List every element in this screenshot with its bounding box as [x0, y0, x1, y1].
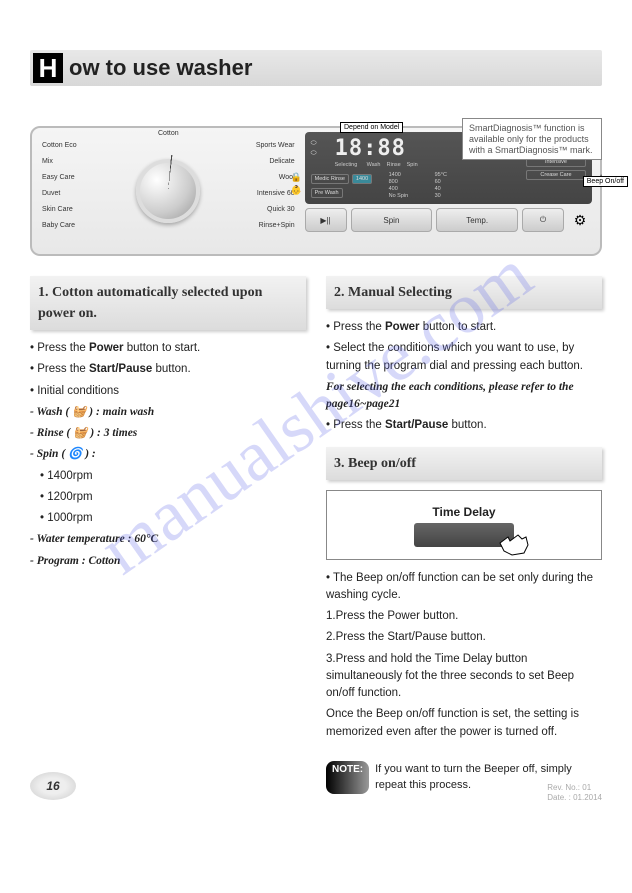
s1-b1-bold: Power — [89, 342, 124, 354]
column-left: 1. Cotton automatically selected upon po… — [30, 276, 306, 794]
s3-p3: 2.Press the Start/Pause button. — [326, 629, 602, 646]
section1-title: 1. Cotton automatically selected upon po… — [30, 276, 306, 330]
title-letter: H — [33, 53, 63, 83]
s3-p4: 3.Press and hold the Time Delay button s… — [326, 651, 602, 703]
s1-b2-pre: • Press the — [30, 363, 89, 375]
temp-button[interactable]: Temp. — [436, 208, 518, 232]
child-lock-icon: 👶 — [291, 185, 302, 196]
callout-beep: Beep On/off — [583, 176, 628, 187]
s3-p1: • The Beep on/off function can be set on… — [326, 570, 602, 605]
dial-delicate: Delicate — [269, 158, 294, 165]
program-dial[interactable] — [136, 159, 200, 223]
temp-40: 40 — [435, 186, 447, 192]
dial-quick30: Quick 30 — [267, 206, 295, 213]
opt-400: 400 — [389, 186, 409, 192]
opt-800: 800 — [389, 179, 409, 185]
page-number: 16 — [30, 772, 76, 800]
s2-b1-post: button to start. — [420, 321, 497, 333]
s1-b1-pre: • Press the — [30, 342, 89, 354]
temp-60: 60 — [435, 179, 447, 185]
dial-rinse-spin: Rinse+Spin — [259, 222, 295, 229]
s2-b1-bold: Power — [385, 321, 420, 333]
panel-dial-area: Cotton Cotton Eco Mix Easy Care Duvet Sk… — [32, 128, 305, 254]
s1-water: - Water temperature : 60°C — [30, 531, 306, 548]
dial-baby-care: Baby Care — [42, 222, 75, 229]
disp-col-selecting: Selecting — [335, 162, 358, 168]
opt-nospin: No Spin — [389, 193, 409, 199]
s2-b3-pre: • Press the — [326, 419, 385, 431]
section3-title: 3. Beep on/off — [326, 447, 602, 480]
dial-mix: Mix — [42, 158, 53, 165]
spin-button[interactable]: Spin — [351, 208, 433, 232]
time-display: 18:88 — [335, 136, 406, 161]
disp-col-wash: Wash — [367, 162, 381, 168]
hand-icon — [496, 529, 532, 559]
s1-b3: • Initial conditions — [30, 383, 306, 400]
s3-p2: 1.Press the Power button. — [326, 608, 602, 625]
section2-title: 2. Manual Selecting — [326, 276, 602, 309]
title-text: ow to use washer — [69, 55, 252, 81]
time-delay-button[interactable] — [414, 523, 514, 547]
s1-wash: - Wash ( 🧺 ) : main wash — [30, 404, 306, 421]
smart-diagnosis-note: SmartDiagnosis™ function is available on… — [462, 118, 602, 160]
beep-box-label: Time Delay — [345, 503, 583, 521]
s1-b2-bold: Start/Pause — [89, 363, 152, 375]
disp-medic-rinse[interactable]: Medic Rinse — [311, 174, 349, 184]
s1-spin: - Spin ( 🌀 ) : — [30, 446, 306, 463]
s1-rpm1: • 1400rpm — [40, 468, 306, 485]
symbol-2: ⬭ — [311, 150, 317, 158]
lock-icons: 🔒 👶 — [291, 172, 302, 196]
opt-1400: 1400 — [389, 172, 409, 178]
rev: Rev. No.: 01 — [547, 783, 602, 793]
s2-ref: For selecting the each conditions, pleas… — [326, 379, 602, 414]
dial-sports-wear: Sports Wear — [256, 142, 295, 149]
rev-date: Rev. No.: 01 Date. : 01.2014 — [547, 783, 602, 804]
dial-intensive60: Intensive 60 — [257, 190, 295, 197]
lock-icon: 🔒 — [291, 172, 302, 183]
disp-1400: 1400 — [352, 174, 372, 184]
disp-col-rinse: Rinse — [387, 162, 401, 168]
smart-diag-icon: ⚙ — [568, 208, 592, 232]
dial-skin-care: Skin Care — [42, 206, 73, 213]
temp-30: 30 — [435, 193, 447, 199]
power-button[interactable]: ⏻ — [522, 208, 564, 232]
play-pause-button[interactable]: ▶|| — [305, 208, 347, 232]
s2-b3-bold: Start/Pause — [385, 419, 448, 431]
s1-b2-post: button. — [152, 363, 190, 375]
s2-b3-post: button. — [448, 419, 486, 431]
column-right: 2. Manual Selecting • Press the Power bu… — [326, 276, 602, 794]
s1-program: - Program : Cotton — [30, 553, 306, 570]
title-bar: H ow to use washer — [30, 50, 602, 86]
s1-rpm3: • 1000rpm — [40, 510, 306, 527]
s2-b1-pre: • Press the — [326, 321, 385, 333]
symbol-1: ⬭ — [311, 140, 317, 148]
dial-cotton: Cotton — [158, 130, 179, 137]
dial-cotton-eco: Cotton Eco — [42, 142, 77, 149]
date: Date. : 01.2014 — [547, 793, 602, 803]
note-label: NOTE: — [326, 761, 369, 794]
temp-95: 95°C — [435, 172, 447, 178]
dial-easy-care: Easy Care — [42, 174, 75, 181]
s1-rpm2: • 1200rpm — [40, 489, 306, 506]
disp-pre-wash[interactable]: Pre Wash — [311, 188, 343, 198]
callout-depend-model: Depend on Model — [340, 122, 403, 133]
s1-b1-post: button to start. — [124, 342, 201, 354]
s3-p5: Once the Beep on/off function is set, th… — [326, 706, 602, 741]
s1-rinse: - Rinse ( 🧺 ) : 3 times — [30, 425, 306, 442]
dial-duvet: Duvet — [42, 190, 60, 197]
disp-crease-care[interactable]: Crease Care — [526, 170, 586, 180]
disp-col-spin: Spin — [407, 162, 418, 168]
beep-box: Time Delay — [326, 490, 602, 560]
s2-b2: • Select the conditions which you want t… — [326, 340, 602, 375]
